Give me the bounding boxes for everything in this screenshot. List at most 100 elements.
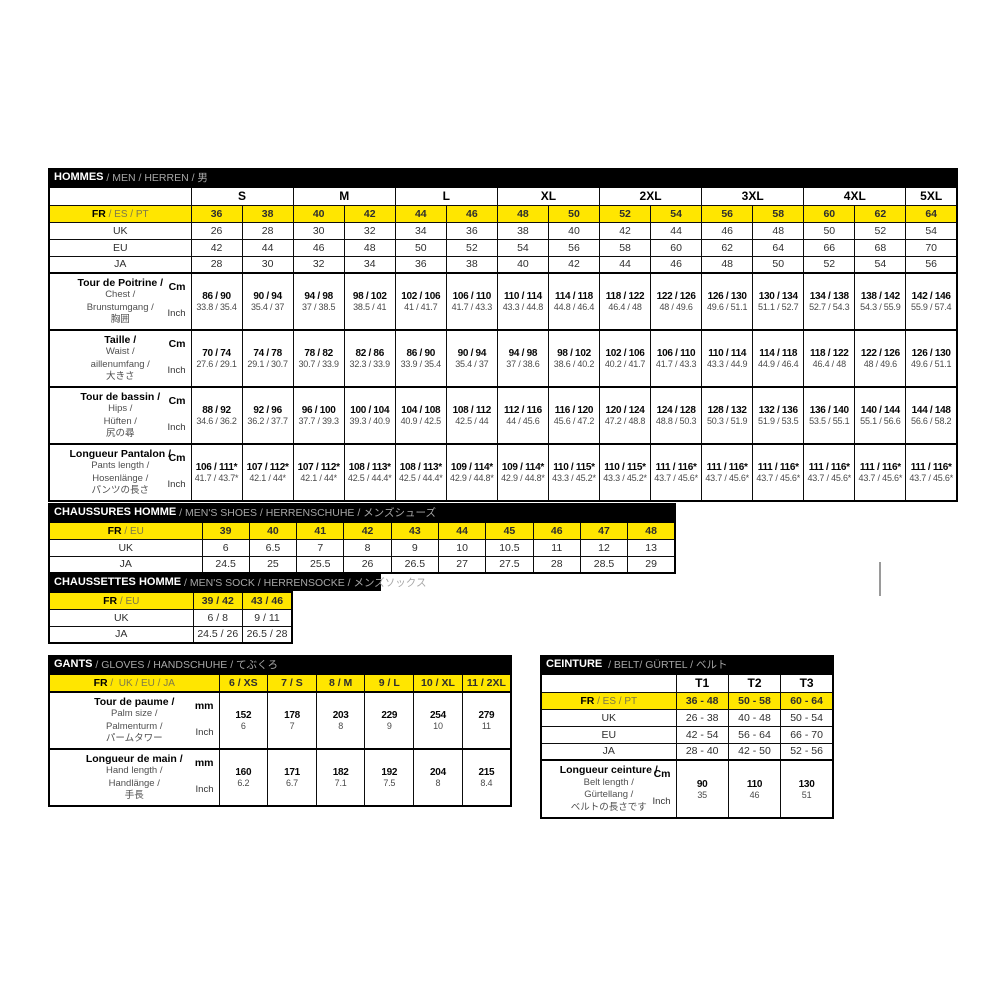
measurement-label-line: パームタワー <box>105 733 163 744</box>
value-stack: 229 9 <box>366 710 413 731</box>
size-value-cell: 9 <box>390 538 439 557</box>
measurement-value-cell: 92 / 96 36.2 / 37.7 <box>241 386 294 445</box>
measurement-label-line: Hüften / <box>103 415 137 427</box>
size-group-label: 3XL <box>701 186 805 206</box>
size-value-cell: 42 <box>598 221 652 240</box>
measurement-label-line: Handlänge / <box>108 777 160 789</box>
region-label: JA <box>48 625 194 644</box>
cm-value: 110 / 115* <box>604 462 646 473</box>
cm-value: 110 <box>746 778 763 790</box>
inch-value: 38.6 / 40.2 <box>553 359 595 369</box>
cm-value: 78 / 82 <box>304 348 333 359</box>
size-value-cell: 68 <box>854 238 907 257</box>
fr-size-row: FR / EU 39 40 41 42 43 44 45 46 47 48 <box>48 521 676 540</box>
size-value-cell: 38 <box>445 255 498 274</box>
size-value-cell: 30 <box>241 255 294 274</box>
cm-value: 171 <box>284 767 300 778</box>
unit-label-cm: Cm <box>653 768 671 780</box>
cm-value: 94 / 98 <box>304 291 333 302</box>
measurement-label: Longueur de main / Hand length / Handlänge… <box>48 748 220 807</box>
inch-value: 49.6 / 51.1 <box>911 359 952 369</box>
fr-row-label: FR / EU <box>48 591 194 610</box>
size-value-cell: 36 - 48 <box>675 691 729 710</box>
size-group-label: T1 <box>675 673 729 693</box>
measurement-value-cell: 110 / 114 43.3 / 44.8 <box>496 272 549 331</box>
cm-value: 102 / 106 <box>401 291 441 302</box>
value-stack: 132 / 136 51.9 / 53.5 <box>754 405 803 426</box>
value-stack: 106 / 110 41.7 / 43.3 <box>652 348 701 369</box>
value-stack: 104 / 108 40.9 / 42.5 <box>396 405 445 426</box>
fr-row-label-primary: FR <box>103 594 118 607</box>
value-stack: 111 / 116* 43.7 / 45.6* <box>652 462 701 483</box>
measurement-label-line: Hand length / <box>105 765 163 776</box>
measurement-value-cell: 70 / 74 27.6 / 29.1 <box>190 329 243 388</box>
measurement-label-line: Belt length / <box>583 776 634 788</box>
measurement-row: Longueur Pantalon / Pants length / Hosenlä… <box>48 443 958 502</box>
size-value-cell: 36 <box>394 255 447 274</box>
inch-value: 40.2 / 41.7 <box>604 359 646 369</box>
inch-value: 7.1 <box>334 778 347 788</box>
size-value-cell: 46 <box>445 204 498 223</box>
fr-size-row: FR / ES / PT 36 - 48 50 - 58 60 - 64 <box>540 691 834 710</box>
size-value-cell: 42 - 50 <box>727 742 782 761</box>
value-stack: 126 / 130 49.6 / 51.1 <box>703 291 752 312</box>
size-value-cell: 27 <box>437 555 487 574</box>
size-value-cell: 48 <box>627 521 676 540</box>
inch-value: 8.4 <box>480 778 493 788</box>
measurement-value-cell: 111 / 116* 43.7 / 45.6* <box>854 443 907 502</box>
belt-table-grid: T1 T2 T3 FR / ES / PT 36 - 48 50 - 58 60 - 64 U… <box>540 673 834 819</box>
cm-value: 122 / 126 <box>860 348 900 359</box>
inch-value: 42.5 / 44.4* <box>347 473 392 483</box>
measurement-label-line: Tour de bassin / <box>80 390 161 403</box>
measurement-value-cell: 203 8 <box>315 691 366 750</box>
size-value-cell: 13 <box>627 538 676 557</box>
value-stack: 92 / 96 36.2 / 37.7 <box>243 405 292 426</box>
value-stack: 111 / 116* 43.7 / 45.6* <box>754 462 803 483</box>
size-value-cell: 30 <box>292 221 345 240</box>
value-stack: 111 / 116* 43.7 / 45.6* <box>856 462 905 483</box>
value-stack: 142 / 146 55.9 / 57.4 <box>907 291 956 312</box>
measurement-label-line: 胸囲 <box>110 314 130 325</box>
inch-value: 43.3 / 44.8 <box>502 302 544 312</box>
size-value-cell: 47 <box>579 521 629 540</box>
size-value-cell: 28 <box>241 221 294 240</box>
measurement-label: Taille / Waist / aillenumfang / 大きさ Cm Inch <box>48 329 192 388</box>
cm-value: 229 <box>381 710 398 721</box>
shoes-sizes-table: CHAUSSURES HOMME / MEN'S SHOES / HERRENS… <box>48 503 676 574</box>
inch-value: 51 <box>801 789 812 800</box>
size-group-label: 4XL <box>803 186 907 206</box>
cm-value: 182 <box>332 767 349 778</box>
measurement-row: Taille / Waist / aillenumfang / 大きさ Cm Inch 70… <box>48 329 958 388</box>
measurement-value-cell: 204 8 <box>413 748 463 807</box>
value-stack: 109 / 114* 42.9 / 44.8* <box>447 462 496 483</box>
value-stack: 106 / 110 41.7 / 43.3 <box>447 291 496 312</box>
value-stack: 110 / 115* 43.3 / 45.2* <box>601 462 650 483</box>
measurement-value-cell: 128 / 132 50.3 / 51.9 <box>701 386 754 445</box>
size-value-cell: 26.5 <box>390 555 439 574</box>
cm-value: 130 / 134 <box>758 291 798 302</box>
size-value-cell: 6.5 <box>248 538 298 557</box>
value-stack: 134 / 138 52.7 / 54.3 <box>805 291 854 312</box>
measurement-value-cell: 122 / 126 48 / 49.6 <box>650 272 703 331</box>
size-value-cell: 42 <box>343 521 392 540</box>
inch-value: 8 <box>338 721 344 731</box>
unit-label-inch: Inch <box>167 478 186 490</box>
inch-value: 10 <box>433 721 443 731</box>
measurement-value-cell: 74 / 78 29.1 / 30.7 <box>241 329 294 388</box>
inch-value: 35.4 / 37 <box>455 359 489 369</box>
size-value-cell: 6 <box>201 538 250 557</box>
measurement-label-line: 大きさ <box>105 371 135 382</box>
measurement-value-cell: 106 / 111* 41.7 / 43.7* <box>190 443 243 502</box>
size-value-cell: 39 <box>201 521 250 540</box>
value-stack: 171 6.7 <box>269 767 316 788</box>
inch-value: 43.7 / 45.6* <box>654 473 698 483</box>
size-value-cell: 28 <box>532 555 581 574</box>
corner-cell <box>48 186 192 206</box>
size-value-cell: 56 - 64 <box>727 725 782 744</box>
value-stack: 111 / 116* 43.7 / 45.6* <box>907 462 956 483</box>
value-stack: 90 / 94 35.4 / 37 <box>243 291 292 312</box>
region-label: UK <box>540 708 677 727</box>
inch-value: 50.3 / 51.9 <box>706 416 748 426</box>
